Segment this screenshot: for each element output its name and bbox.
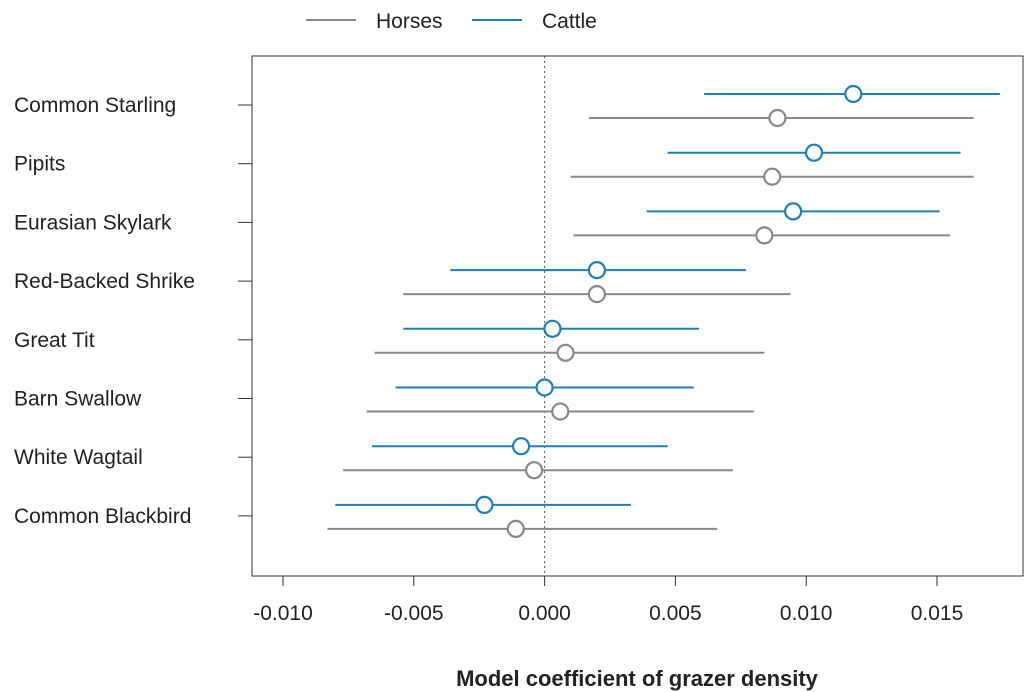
category-label-common-starling: Common Starling	[14, 94, 176, 117]
x-tick-label: -0.005	[384, 602, 444, 625]
point-cattle-white-wagtail	[513, 438, 529, 454]
legend-label-cattle: Cattle	[542, 10, 597, 33]
plot-frame	[252, 56, 1023, 576]
category-label-eurasian-skylark: Eurasian Skylark	[14, 211, 172, 234]
point-cattle-common-starling	[845, 86, 861, 102]
point-horses-eurasian-skylark	[756, 227, 772, 243]
legend: Horses Cattle	[306, 10, 597, 33]
point-cattle-barn-swallow	[537, 380, 553, 396]
category-label-pipits: Pipits	[14, 153, 65, 176]
point-horses-white-wagtail	[526, 462, 542, 478]
category-label-red-backed-shrike: Red-Backed Shrike	[14, 270, 195, 293]
point-horses-barn-swallow	[552, 404, 568, 420]
series-horses	[327, 110, 973, 537]
series-cattle	[335, 86, 999, 513]
x-tick-label: 0.010	[780, 602, 833, 625]
category-label-barn-swallow: Barn Swallow	[14, 388, 142, 411]
series-marks	[327, 86, 999, 537]
x-tick-label: 0.005	[649, 602, 702, 625]
point-cattle-red-backed-shrike	[589, 262, 605, 278]
point-horses-red-backed-shrike	[589, 286, 605, 302]
legend-label-horses: Horses	[376, 10, 443, 33]
point-cattle-pipits	[806, 145, 822, 161]
point-horses-great-tit	[558, 345, 574, 361]
point-horses-pipits	[764, 169, 780, 185]
x-tick-label: 0.000	[518, 602, 571, 625]
x-tick-label: 0.015	[911, 602, 964, 625]
category-label-common-blackbird: Common Blackbird	[14, 505, 191, 528]
point-cattle-great-tit	[544, 321, 560, 337]
category-label-white-wagtail: White Wagtail	[14, 446, 143, 469]
point-cattle-eurasian-skylark	[785, 203, 801, 219]
point-horses-common-blackbird	[508, 521, 524, 537]
x-tick-label: -0.010	[253, 602, 313, 625]
category-label-great-tit: Great Tit	[14, 329, 95, 352]
x-axis: -0.010 -0.005 0.000 0.005 0.010 0.015	[253, 576, 963, 625]
x-axis-label: Model coefficient of grazer density	[456, 666, 819, 691]
y-axis: Common Starling Pipits Eurasian Skylark Red…	[14, 94, 252, 528]
point-horses-common-starling	[769, 110, 785, 126]
point-cattle-common-blackbird	[476, 497, 492, 513]
